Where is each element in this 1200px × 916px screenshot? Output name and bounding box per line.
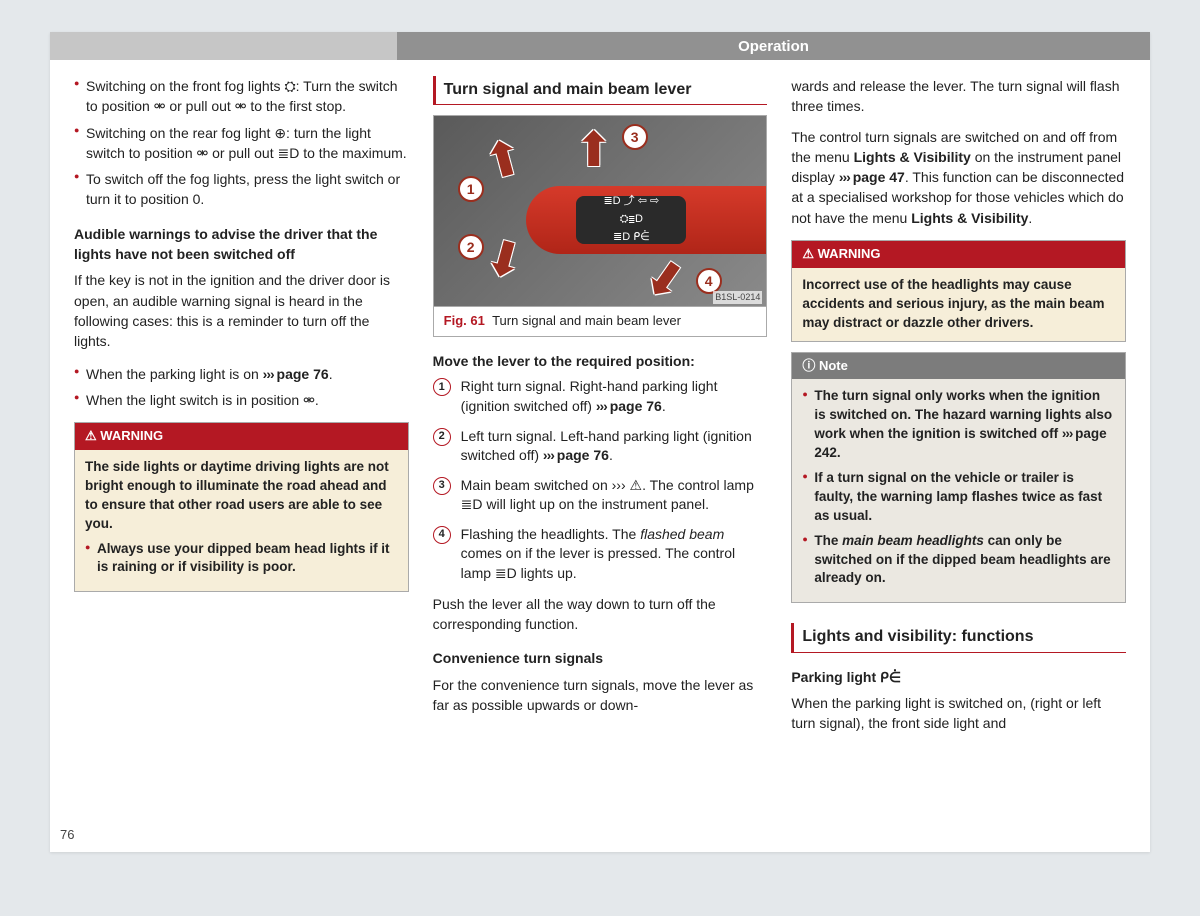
warning-box: WARNING The side lights or daytime drivi… bbox=[74, 422, 409, 592]
bullet-item: To switch off the fog lights, press the … bbox=[74, 169, 409, 210]
page-ref: page 76 bbox=[263, 366, 329, 382]
warning-body: Incorrect use of the headlights may caus… bbox=[792, 268, 1125, 341]
note-box: Note The turn signal only works when the… bbox=[791, 352, 1126, 604]
beam-icon: ⛭≣D bbox=[620, 212, 643, 228]
column-1: Switching on the front fog lights ⛭: Tur… bbox=[74, 76, 409, 733]
text: To switch off the fog lights, press the … bbox=[86, 171, 400, 207]
arrow-up-icon: ⬆ bbox=[574, 116, 614, 186]
warning-heading: WARNING bbox=[792, 241, 1125, 268]
callout-2: 2 bbox=[458, 234, 484, 260]
header-spacer bbox=[50, 32, 397, 60]
column-2: Turn signal and main beam lever ≣D ⤴ ⇦ ⇨… bbox=[433, 76, 768, 733]
content-columns: Switching on the front fog lights ⛭: Tur… bbox=[50, 60, 1150, 733]
figure-caption-text: Turn signal and main beam lever bbox=[492, 313, 681, 328]
text: comes on if the lever is pressed. The co… bbox=[461, 545, 735, 581]
beam-icon: ≣D ⤴ ⇦ ⇨ bbox=[603, 194, 659, 210]
lever-shape: ≣D ⤴ ⇦ ⇨ ⛭≣D ≣D ᑭ⋵ bbox=[526, 186, 766, 254]
text: . bbox=[837, 445, 841, 460]
paragraph: If the key is not in the ignition and th… bbox=[74, 270, 409, 351]
page-number: 76 bbox=[60, 827, 74, 842]
bullet-item: When the parking light is on page 76. bbox=[74, 364, 409, 384]
warning-text: The side lights or daytime driving light… bbox=[85, 458, 398, 534]
lever-panel: ≣D ⤴ ⇦ ⇨ ⛭≣D ≣D ᑭ⋵ bbox=[576, 196, 686, 244]
text-bold: Lights & Visibility bbox=[911, 210, 1028, 226]
park-icon: ≣D ᑭ⋵ bbox=[613, 230, 650, 246]
arrow-down-icon: ⬇ bbox=[475, 222, 532, 300]
subheading: Parking light ᑭ⋵ bbox=[791, 667, 1126, 687]
figure-code: B1SL-0214 bbox=[713, 291, 762, 304]
subheading: Audible warnings to advise the driver th… bbox=[74, 224, 409, 265]
paragraph: When the parking light is switched on, (… bbox=[791, 693, 1126, 734]
paragraph: The control turn signals are switched on… bbox=[791, 127, 1126, 228]
page-ref: page 76 bbox=[596, 398, 662, 414]
section-title: Lights and visibility: functions bbox=[791, 623, 1126, 652]
warning-heading: WARNING bbox=[75, 423, 408, 450]
bullet-item: Switching on the rear fog light ⊕: turn … bbox=[74, 123, 409, 164]
figure-caption: Fig. 61 Turn signal and main beam lever bbox=[434, 306, 767, 336]
text: Right turn signal. Right-hand parking li… bbox=[461, 378, 718, 414]
text: Main beam switched on ››› ⚠. The control… bbox=[461, 477, 754, 513]
bullet-item: When the light switch is in position ⚮. bbox=[74, 390, 409, 410]
bullet-item: The main beam headlights can only be swi… bbox=[802, 532, 1115, 589]
warning-body: The side lights or daytime driving light… bbox=[75, 450, 408, 591]
num-circle-2: 2 bbox=[433, 428, 451, 446]
header-bar: Operation bbox=[50, 32, 1150, 60]
figure-label: Fig. 61 bbox=[444, 313, 485, 328]
column-3: wards and release the lever. The turn si… bbox=[791, 76, 1126, 733]
bullet-item: Always use your dipped beam head lights … bbox=[85, 540, 398, 578]
callout-1: 1 bbox=[458, 176, 484, 202]
warning-box: WARNING Incorrect use of the headlights … bbox=[791, 240, 1126, 342]
bullet-item: Switching on the front fog lights ⛭: Tur… bbox=[74, 76, 409, 117]
arrow-up-icon: ⬆ bbox=[475, 122, 532, 200]
text: . bbox=[1028, 210, 1032, 226]
numbered-item: 2Left turn signal. Left-hand parking lig… bbox=[433, 427, 768, 466]
text: . bbox=[329, 366, 333, 382]
note-body: The turn signal only works when the igni… bbox=[792, 379, 1125, 602]
paragraph: wards and release the lever. The turn si… bbox=[791, 76, 1126, 117]
text-bold: Lights & Visibility bbox=[854, 149, 971, 165]
numbered-item: 1 Right turn signal. Right-hand parking l… bbox=[433, 377, 768, 416]
bullet-item: If a turn signal on the vehicle or trail… bbox=[802, 469, 1115, 526]
subheading: Move the lever to the required position: bbox=[433, 351, 768, 371]
text-italic: flashed beam bbox=[640, 526, 724, 542]
numbered-item: 4 Flashing the headlights. The flashed be… bbox=[433, 525, 768, 584]
num-circle-4: 4 bbox=[433, 526, 451, 544]
section-title: Turn signal and main beam lever bbox=[433, 76, 768, 105]
num-circle-3: 3 bbox=[433, 477, 451, 495]
text: . bbox=[609, 447, 613, 463]
numbered-item: 3 Main beam switched on ››› ⚠. The contro… bbox=[433, 476, 768, 515]
figure-illustration: ≣D ⤴ ⇦ ⇨ ⛭≣D ≣D ᑭ⋵ ⬆ ⬆ ⬇ ⬇ 1 2 3 4 B1SL-… bbox=[434, 116, 767, 306]
num-circle-1: 1 bbox=[433, 378, 451, 396]
text-italic: main beam headlights bbox=[842, 533, 984, 548]
figure-box: ≣D ⤴ ⇦ ⇨ ⛭≣D ≣D ᑭ⋵ ⬆ ⬆ ⬇ ⬇ 1 2 3 4 B1SL-… bbox=[433, 115, 768, 337]
manual-page: Operation Switching on the front fog lig… bbox=[50, 32, 1150, 852]
paragraph: Push the lever all the way down to turn … bbox=[433, 594, 768, 635]
paragraph: For the convenience turn signals, move t… bbox=[433, 675, 768, 716]
header-title: Operation bbox=[397, 32, 1150, 60]
page-ref: page 47 bbox=[839, 169, 905, 185]
text: The bbox=[814, 533, 842, 548]
callout-3: 3 bbox=[622, 124, 648, 150]
text: Flashing the headlights. The bbox=[461, 526, 641, 542]
page-ref: page 76 bbox=[543, 447, 609, 463]
note-heading: Note bbox=[792, 353, 1125, 380]
text: . bbox=[662, 398, 666, 414]
text: When the parking light is on bbox=[86, 366, 263, 382]
bullet-item: The turn signal only works when the igni… bbox=[802, 387, 1115, 463]
subheading: Convenience turn signals bbox=[433, 648, 768, 668]
